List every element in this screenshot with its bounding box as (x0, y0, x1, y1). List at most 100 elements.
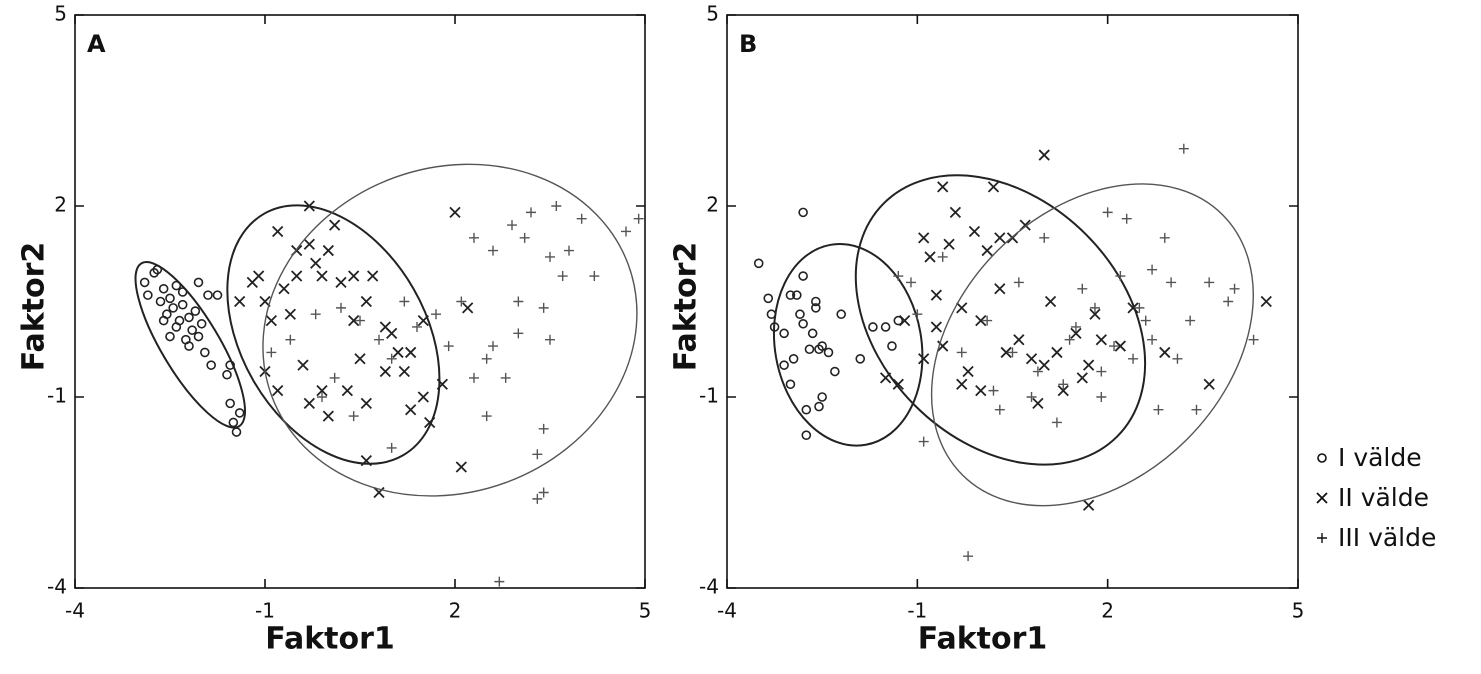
point (184, 341, 194, 351)
point (879, 372, 892, 384)
point (405, 346, 417, 359)
point (507, 220, 517, 231)
plot-frame (74, 14, 646, 589)
y-tick-label: 2 (706, 193, 719, 217)
point (1032, 366, 1043, 377)
point (379, 321, 391, 333)
point (316, 384, 328, 397)
point (905, 277, 916, 288)
y-tick-label: 5 (54, 2, 67, 26)
point (994, 404, 1005, 415)
point (918, 353, 930, 365)
point (184, 312, 194, 323)
point (424, 416, 436, 429)
group-ellipse (772, 243, 924, 447)
point (545, 334, 555, 345)
point (171, 280, 182, 291)
point (360, 295, 372, 308)
point (317, 392, 327, 402)
point (1051, 417, 1062, 428)
point (165, 331, 175, 342)
point (564, 245, 574, 256)
point (348, 411, 359, 422)
y-axis-label: Faktor2 (17, 242, 52, 372)
point (139, 277, 150, 288)
point (1203, 378, 1215, 390)
point (930, 321, 943, 333)
point (329, 372, 340, 383)
point (1057, 384, 1069, 397)
point (158, 283, 169, 294)
point (165, 293, 175, 304)
y-axis-label: Faktor2 (669, 242, 704, 372)
point (975, 384, 987, 397)
point (386, 442, 397, 453)
point (1007, 347, 1018, 358)
point (804, 344, 815, 355)
point (222, 369, 232, 380)
point (190, 306, 201, 316)
point (392, 346, 404, 359)
point (811, 296, 821, 307)
point (763, 293, 774, 304)
y-tick-label: 2 (54, 193, 67, 217)
point (1109, 341, 1120, 352)
point (373, 486, 385, 499)
point (1260, 295, 1272, 308)
point (177, 299, 188, 310)
point (481, 411, 492, 422)
point (234, 295, 246, 308)
point (379, 365, 391, 378)
point (538, 302, 549, 313)
point (1128, 353, 1139, 364)
point (360, 397, 372, 410)
point (436, 378, 448, 390)
point (348, 314, 360, 327)
point (880, 322, 891, 332)
point (1096, 392, 1107, 402)
point (1013, 334, 1025, 346)
point (1032, 397, 1044, 410)
point (526, 207, 536, 218)
point (1134, 302, 1145, 313)
point (1058, 379, 1069, 390)
point (994, 283, 1006, 295)
point (981, 244, 993, 257)
point (987, 181, 1000, 193)
point (417, 391, 429, 403)
point (836, 309, 847, 320)
point (354, 353, 366, 365)
point (152, 264, 163, 275)
x-axis-label: Faktor1 (265, 622, 395, 657)
point (303, 238, 315, 250)
point (1229, 283, 1240, 294)
point (994, 232, 1006, 244)
point (956, 378, 968, 390)
point (779, 360, 789, 370)
legend-label: II välde (1338, 483, 1429, 512)
point (817, 341, 827, 351)
point (1147, 264, 1158, 275)
point (753, 258, 764, 269)
point (1077, 283, 1088, 294)
point (899, 314, 911, 327)
group-ellipse (854, 174, 1147, 466)
x-tick-label: -1 (255, 599, 275, 623)
point (1153, 404, 1164, 415)
point (912, 309, 923, 320)
panel-label: A (87, 30, 106, 58)
point (982, 315, 993, 326)
point (551, 201, 562, 211)
point (272, 384, 284, 397)
point (1013, 277, 1024, 288)
point (488, 245, 498, 256)
point (798, 271, 808, 281)
point (212, 290, 223, 300)
point (621, 226, 631, 237)
x-tick-label: 5 (1292, 599, 1305, 623)
point (177, 287, 188, 297)
point (963, 551, 974, 562)
point (310, 257, 322, 269)
point (329, 219, 341, 231)
point (937, 181, 949, 193)
